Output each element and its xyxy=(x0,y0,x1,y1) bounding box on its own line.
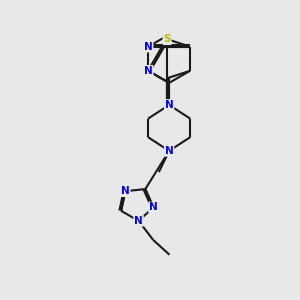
Text: N: N xyxy=(165,100,173,110)
Text: N: N xyxy=(121,186,130,196)
Text: N: N xyxy=(144,66,153,76)
Text: N: N xyxy=(165,146,173,156)
Text: N: N xyxy=(134,216,143,226)
Text: N: N xyxy=(149,202,158,212)
Text: S: S xyxy=(163,34,171,44)
Text: N: N xyxy=(144,42,153,52)
